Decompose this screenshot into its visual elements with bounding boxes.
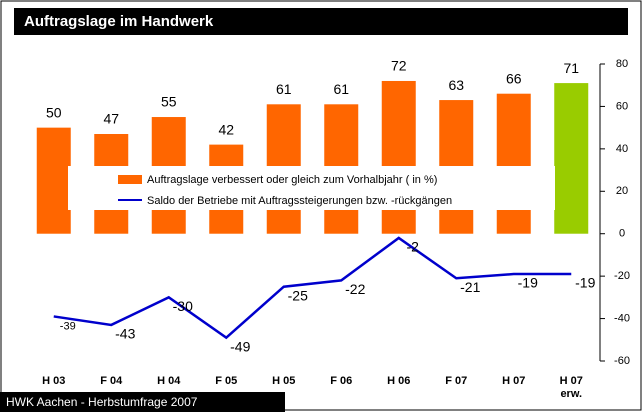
x-tick-label: H 05 [272, 375, 295, 387]
bar-label: 72 [391, 58, 407, 74]
bar-label: 63 [448, 77, 464, 93]
line-label: -25 [288, 287, 308, 303]
x-tick-label: F 05 [215, 375, 237, 387]
bar-label: 61 [333, 81, 349, 97]
y-tick-label: 0 [619, 228, 625, 240]
bar [36, 127, 71, 234]
y-tick-label: 40 [616, 143, 628, 155]
legend-box [68, 166, 555, 210]
bar-label: 50 [46, 104, 62, 120]
line-label: -30 [173, 298, 193, 314]
title-bar [14, 8, 628, 35]
line-label: -43 [115, 326, 135, 342]
plot: -60 -40 -20 0 20 40 60 80 50 47 55 42 61 61 72 63 66 71 Au… [36, 58, 630, 400]
bar [381, 80, 416, 234]
bar-label: 47 [103, 111, 119, 127]
line-label: -49 [230, 338, 250, 354]
x-tick-label: H 07 [502, 375, 525, 387]
x-tick-label: H 04 [157, 375, 181, 387]
line-label: -19 [518, 275, 538, 291]
legend-label: Auftragslage verbessert oder gleich zum … [147, 174, 437, 186]
line-label: -22 [345, 281, 365, 297]
line-label: -39 [60, 320, 76, 332]
bar [496, 93, 531, 234]
footer-bar [0, 392, 285, 412]
line-label: -2 [407, 239, 420, 255]
bar-label: 42 [218, 121, 234, 137]
y-tick-label: 60 [616, 100, 628, 112]
y-tick-label: 80 [616, 58, 628, 70]
line-label: -19 [575, 275, 595, 291]
x-tick-label: F 04 [100, 375, 123, 387]
line [53, 236, 572, 340]
source: HWK Aachen - Herbstumfrage 2007 [6, 395, 198, 409]
y-tick-label: 20 [616, 185, 628, 197]
x-tick-label: H 06 [387, 375, 410, 387]
y-tick-label: -60 [614, 355, 630, 367]
legend-swatch [118, 175, 142, 184]
y-tick-label: -40 [614, 312, 630, 324]
line-label: -21 [460, 279, 480, 295]
y-tick-label: -20 [614, 270, 630, 282]
bar-label: 71 [563, 60, 579, 76]
x-tick-label: H 03 [42, 375, 65, 387]
bar-label: 55 [161, 94, 177, 110]
chart-title: Auftragslage im Handwerk [24, 13, 214, 30]
bar [554, 83, 589, 234]
x-tick-label: F 07 [445, 375, 467, 387]
x-tick-label: H 07 erw. [560, 375, 583, 400]
bar-label: 61 [276, 81, 292, 97]
legend-label: Saldo der Betriebe mit Auftragssteigerun… [147, 195, 452, 207]
bar-label: 66 [506, 70, 522, 86]
x-tick-label: F 06 [330, 375, 352, 387]
